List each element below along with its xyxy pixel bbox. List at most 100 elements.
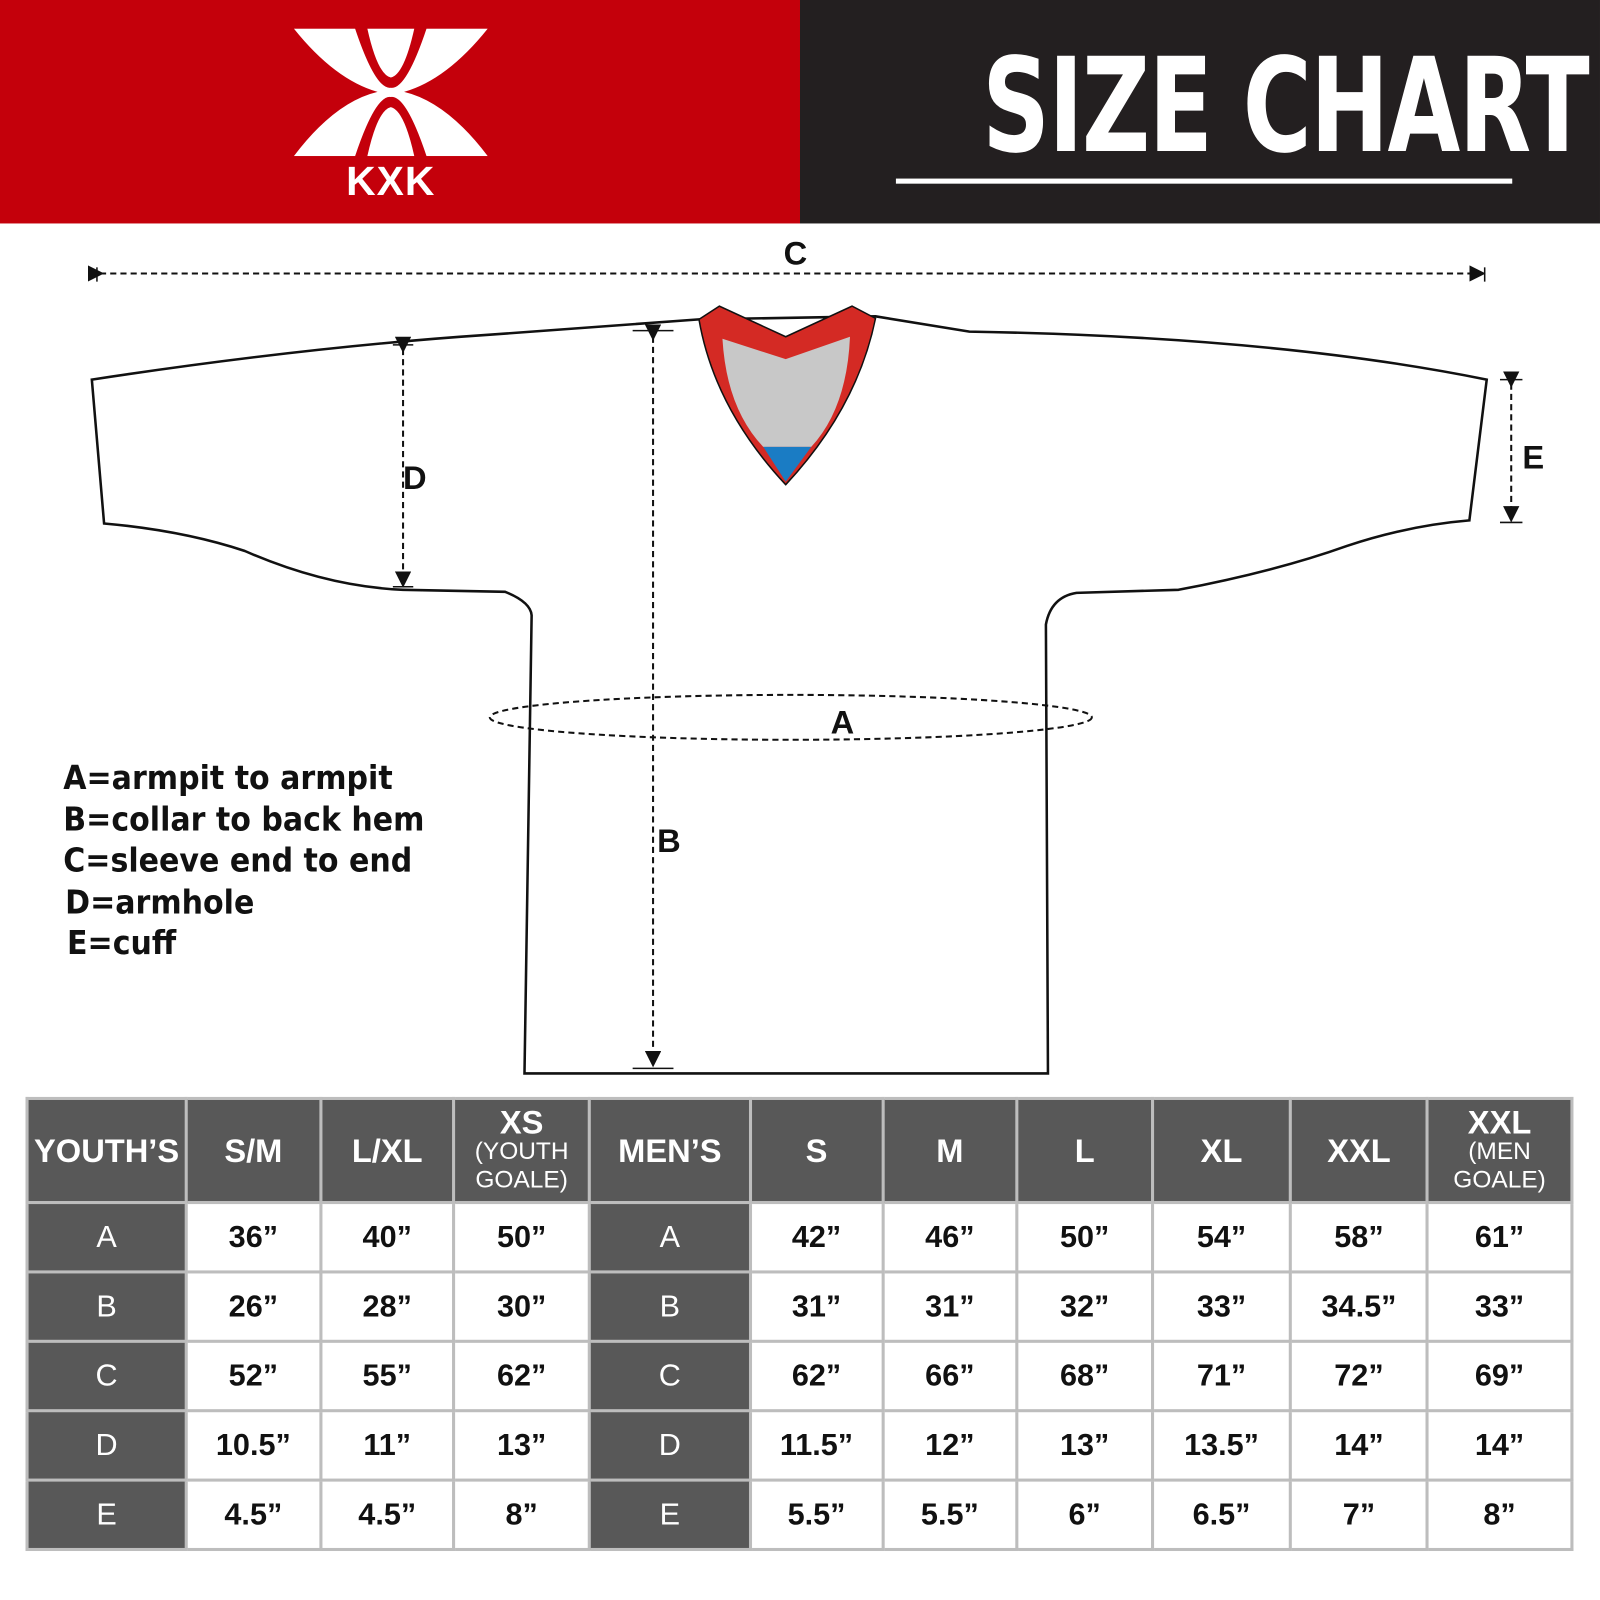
brand-banner: KXK [0, 0, 800, 224]
men-value-cell: 72” [1289, 1339, 1429, 1413]
header-label: XXL [1467, 1103, 1532, 1141]
youth-header: YOUTH’S [25, 1096, 188, 1205]
brand-wordmark: KXK [346, 159, 436, 205]
youth-value-cell: 30” [452, 1270, 591, 1343]
men-value-cell: 71” [1150, 1339, 1293, 1413]
legend-item: C=sleeve end to end [63, 840, 413, 880]
label-e: E [1522, 438, 1545, 476]
collar-inner [722, 336, 850, 447]
table-row: A 36” 40” 50” A 42” 46” 50” 54” 58” 61” [25, 1201, 1574, 1274]
men-value-cell: 68” [1015, 1339, 1154, 1413]
youth-size-header: XS (YOUTH GOALE) [452, 1096, 591, 1205]
men-value-cell: 46” [881, 1201, 1019, 1274]
men-size-header: M [881, 1096, 1019, 1205]
jersey-diagram [87, 265, 1523, 1075]
row-label-men: B [587, 1270, 752, 1343]
header-label: M [936, 1132, 964, 1169]
row-label-men: E [587, 1478, 752, 1552]
legend-item: B=collar to back hem [63, 799, 425, 839]
youth-value-cell: 8” [452, 1478, 591, 1552]
youth-value-cell: 40” [319, 1201, 456, 1274]
men-value-cell: 6” [1015, 1478, 1154, 1552]
header-label: XXL [1327, 1132, 1391, 1169]
header-label: YOUTH’S [34, 1132, 180, 1169]
men-value-cell: 54” [1150, 1201, 1293, 1274]
men-size-header: XXL [1289, 1096, 1429, 1205]
youth-value-cell: 11” [319, 1409, 456, 1482]
men-value-cell: 13” [1015, 1409, 1154, 1482]
men-value-cell: 6.5” [1150, 1478, 1293, 1552]
men-value-cell: 34.5” [1289, 1270, 1429, 1343]
men-value-cell: 66” [881, 1339, 1019, 1413]
label-c: C [783, 234, 808, 272]
men-value-cell: 7” [1289, 1478, 1429, 1552]
table-row: B 26” 28” 30” B 31” 31” 32” 33” 34.5” 33” [25, 1270, 1574, 1343]
youth-value-cell: 52” [184, 1339, 323, 1413]
men-size-header: XL [1150, 1096, 1293, 1205]
men-value-cell: 42” [748, 1201, 885, 1274]
men-value-cell: 32” [1015, 1270, 1154, 1343]
youth-value-cell: 13” [452, 1409, 591, 1482]
measurement-legend: A=armpit to armpit B=collar to back hem … [63, 757, 424, 964]
youth-value-cell: 26” [184, 1270, 323, 1343]
men-value-cell: 50” [1015, 1201, 1154, 1274]
row-label-men: D [587, 1409, 752, 1482]
men-value-cell: 33” [1425, 1270, 1574, 1343]
label-a: A [830, 704, 855, 741]
table-row: D 10.5” 11” 13” D 11.5” 12” 13” 13.5” 14” 14” [25, 1409, 1574, 1482]
label-d: D [403, 459, 427, 496]
title-banner [799, 0, 1600, 224]
row-label-men: C [587, 1339, 752, 1413]
youth-size-header: S/M [184, 1096, 323, 1205]
header-sublabel: (MEN GOALE) [1453, 1137, 1546, 1194]
header-label: MEN’S [618, 1132, 722, 1169]
header-label: L/XL [351, 1132, 423, 1169]
table-row: E 4.5” 4.5” 8” E 5.5” 5.5” 6” 6.5” 7” 8” [25, 1478, 1574, 1552]
kxk-logo-icon [293, 28, 488, 157]
table-row: C 52” 55” 62” C 62” 66” 68” 71” 72” 69” [25, 1339, 1574, 1413]
legend-item: A=armpit to armpit [63, 758, 393, 797]
row-label-men: A [587, 1201, 752, 1274]
dimension-a-ellipse [488, 693, 1093, 741]
row-label-youth: E [25, 1478, 188, 1552]
youth-value-cell: 55” [319, 1339, 456, 1413]
row-label-youth: A [25, 1201, 188, 1274]
title-underline [895, 178, 1513, 184]
header-label: XS [499, 1103, 544, 1141]
youth-size-header: L/XL [319, 1096, 456, 1205]
size-table: YOUTH’S S/M L/XL XS (YOUTH GOALE) MEN’S S M L XL X… [25, 1096, 1574, 1552]
men-value-cell: 11.5” [748, 1409, 885, 1482]
men-value-cell: 5.5” [748, 1478, 885, 1552]
men-value-cell: 12” [881, 1409, 1019, 1482]
youth-value-cell: 62” [452, 1339, 591, 1413]
row-label-youth: D [25, 1409, 188, 1482]
header-label: S [805, 1132, 828, 1169]
men-size-header: S [748, 1096, 885, 1205]
youth-value-cell: 10.5” [184, 1409, 323, 1482]
label-b: B [657, 822, 681, 860]
row-label-youth: C [25, 1339, 188, 1413]
collar-tip [763, 446, 812, 482]
header-sublabel: (YOUTH GOALE) [474, 1137, 569, 1194]
legend-item: E=cuff [67, 923, 177, 963]
men-value-cell: 13.5” [1150, 1409, 1293, 1482]
men-value-cell: 8” [1425, 1478, 1574, 1552]
youth-value-cell: 50” [452, 1201, 591, 1274]
header-label: L [1074, 1132, 1095, 1169]
men-size-header: L [1015, 1096, 1154, 1205]
page-title: SIZE CHART [982, 30, 1589, 183]
legend-item: D=armhole [65, 882, 255, 921]
men-value-cell: 62” [748, 1339, 885, 1413]
men-value-cell: 69” [1425, 1339, 1574, 1413]
men-value-cell: 14” [1289, 1409, 1429, 1482]
row-label-youth: B [25, 1270, 188, 1343]
youth-value-cell: 4.5” [184, 1478, 323, 1552]
youth-value-cell: 36” [184, 1201, 323, 1274]
men-value-cell: 58” [1289, 1201, 1429, 1274]
youth-value-cell: 28” [319, 1270, 456, 1343]
men-value-cell: 5.5” [881, 1478, 1019, 1552]
youth-value-cell: 4.5” [319, 1478, 456, 1552]
men-size-header: XXL (MEN GOALE) [1425, 1096, 1574, 1205]
header-label: S/M [224, 1132, 283, 1169]
header-label: XL [1200, 1132, 1243, 1169]
